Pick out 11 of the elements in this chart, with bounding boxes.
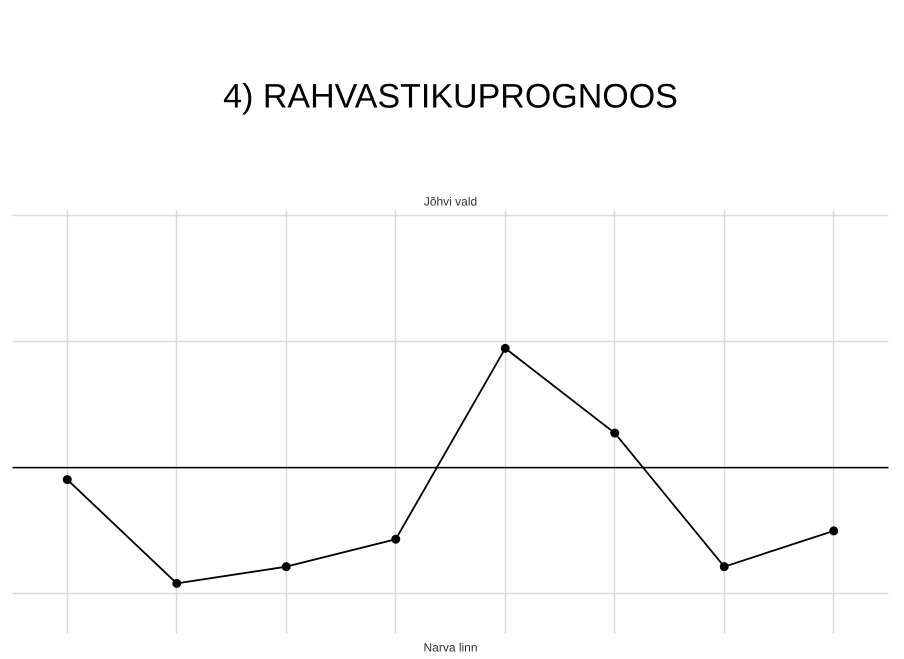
point [172,578,182,588]
point [391,534,400,544]
point [62,475,72,484]
point [829,526,838,536]
point [610,428,620,438]
point [500,344,510,353]
chart-title: 4) RAHVASTIKUPROGNOOS [223,78,678,116]
point [282,562,291,572]
point [720,562,729,572]
chart-subtitle: Jõhvi vald [424,194,478,208]
text: Narva linn [423,640,478,654]
